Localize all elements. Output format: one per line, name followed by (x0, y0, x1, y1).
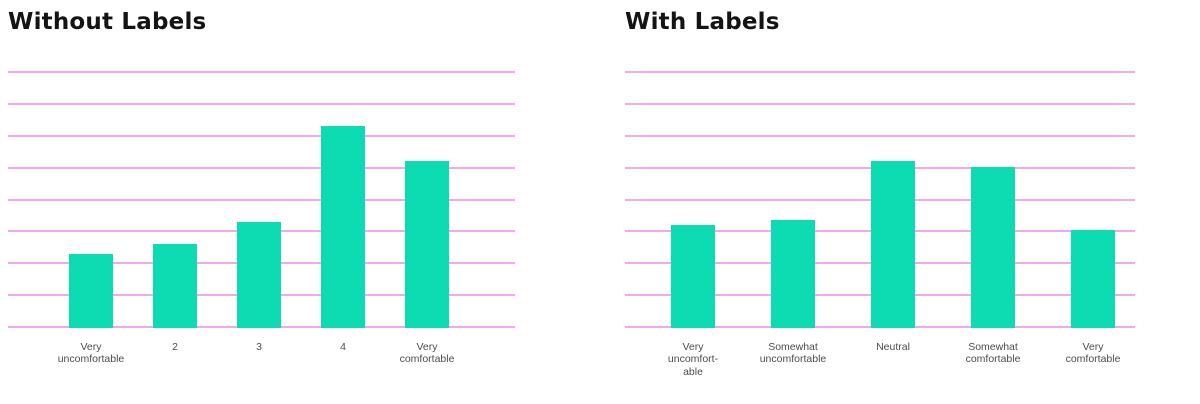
x-axis-label: Somewhat uncomfortable (759, 341, 827, 366)
gridline (8, 135, 515, 137)
x-axis-label: Very uncomfortable (57, 341, 125, 366)
x-axis-labels: Very uncomfortable 2 3 4 Very comfortable (8, 341, 515, 401)
x-axis-label: Somewhat comfortable (965, 341, 1021, 366)
x-axis-label: Very comfortable (1065, 341, 1121, 366)
x-axis-labels: Very uncomfort- able Somewhat uncomfortab… (625, 341, 1135, 401)
bar-2 (153, 244, 197, 328)
chart-title: With Labels (625, 9, 780, 35)
chart-with-labels: With Labels Very uncomfort- able Somewhat… (625, 9, 1135, 390)
gridline (625, 71, 1135, 73)
x-axis-label: Very comfortable (399, 341, 455, 366)
bar-very-uncomfortable (69, 254, 113, 328)
chart-without-labels: Without Labels Very uncomfortable 2 3 4 Very… (8, 9, 515, 390)
plot-area (8, 71, 515, 328)
x-axis-label: Neutral (876, 341, 910, 353)
gridline (625, 103, 1135, 105)
bar-very-uncomfort--able (671, 225, 715, 328)
bar-neutral (871, 161, 915, 328)
bar-4 (321, 126, 365, 328)
bar-somewhat-uncomfortable (771, 220, 815, 328)
gridline (8, 199, 515, 201)
x-axis-label: Very uncomfort- able (667, 341, 719, 378)
bar-3 (237, 222, 281, 328)
bar-very-comfortable (405, 161, 449, 328)
x-axis-label: 3 (256, 341, 262, 353)
gridline (8, 71, 515, 73)
x-axis-label: 2 (172, 341, 178, 353)
bar-very-comfortable (1071, 230, 1115, 328)
chart-title: Without Labels (8, 9, 207, 35)
bar-somewhat-comfortable (971, 167, 1015, 328)
gridline (8, 167, 515, 169)
gridline (625, 135, 1135, 137)
gridline (8, 103, 515, 105)
x-axis-label: 4 (340, 341, 346, 353)
plot-area (625, 71, 1135, 328)
